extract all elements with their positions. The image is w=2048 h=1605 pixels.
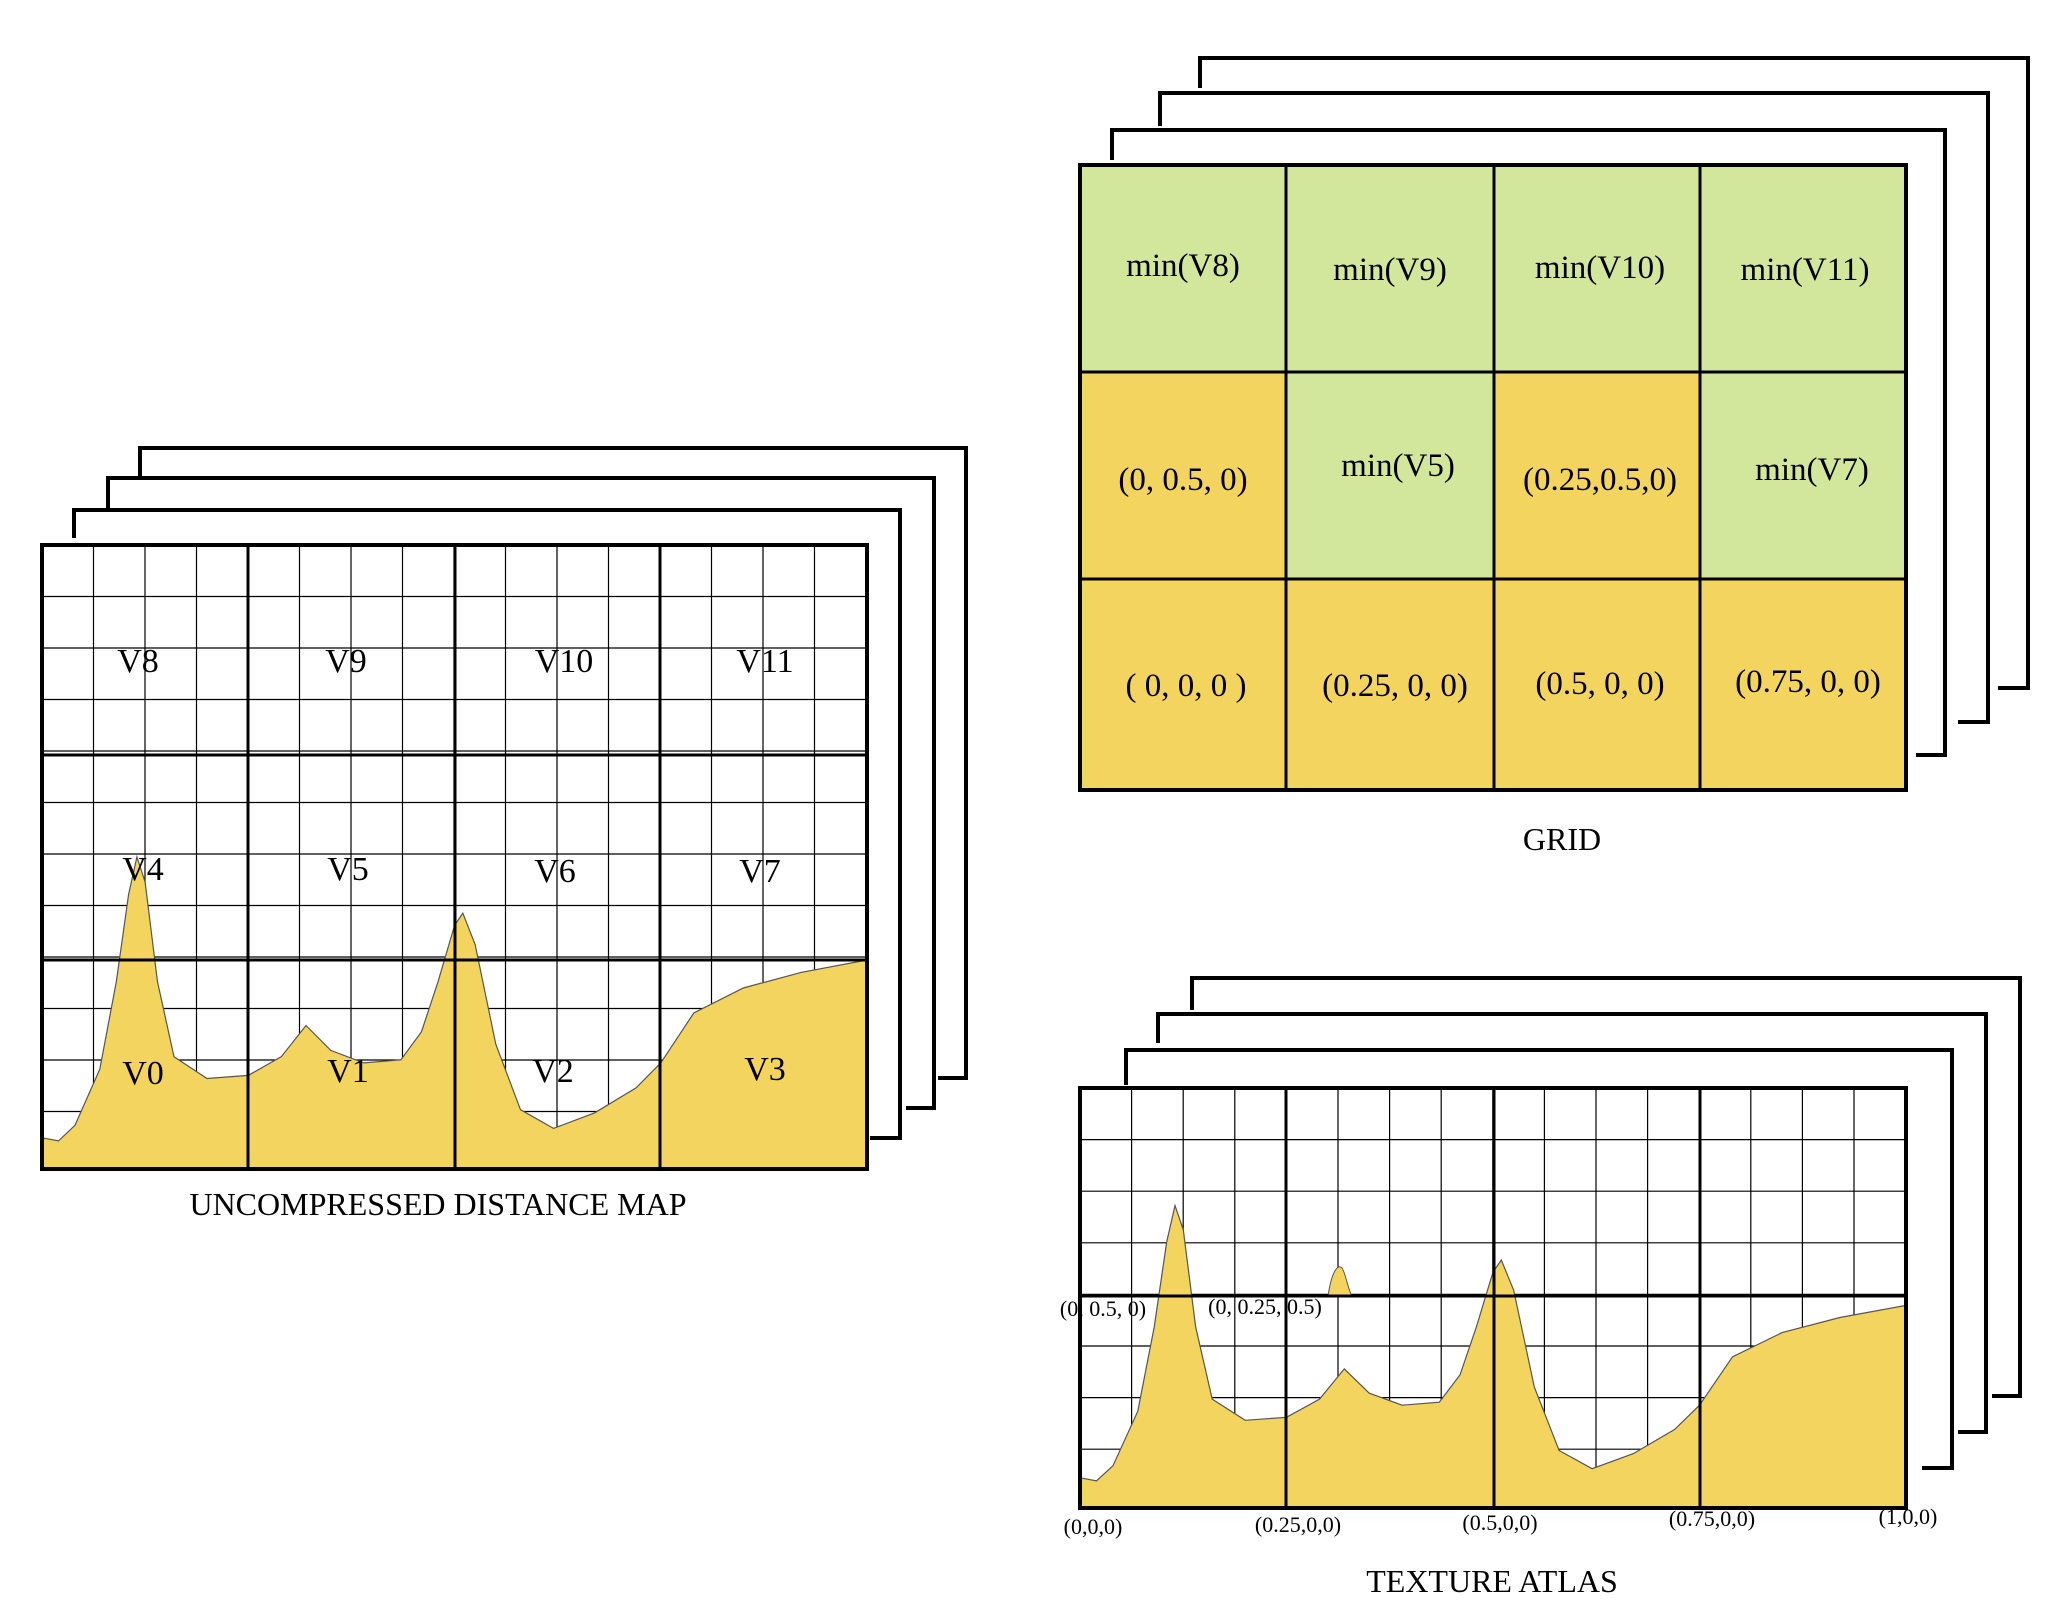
- grid-label-r2c2: (0.5, 0, 0): [1535, 666, 1664, 702]
- grid-layer-2: [1158, 91, 1990, 724]
- grid-label-r2c1: (0.25, 0, 0): [1322, 668, 1468, 704]
- distance-map-layer-2: [106, 476, 936, 1110]
- dm-label-v11: V11: [736, 643, 793, 680]
- dm-label-v6: V6: [534, 853, 576, 890]
- grid-cell-r0c2: [1492, 163, 1702, 374]
- distance-map-caption: UNCOMPRESSED DISTANCE MAP: [189, 1186, 686, 1222]
- dm-label-v2: V2: [532, 1053, 574, 1090]
- atlas-layer-2: [1156, 1012, 1988, 1434]
- grid-label-r1c1: min(V5): [1341, 448, 1455, 484]
- dm-label-v5: V5: [327, 851, 369, 888]
- atlas-frame: [1078, 1086, 1908, 1510]
- dm-label-v3: V3: [744, 1051, 786, 1088]
- grid-back-layers: [1110, 56, 2030, 757]
- distance-map-layer-1: [72, 508, 902, 1140]
- grid-caption: GRID: [1523, 821, 1601, 857]
- grid-cell-labels: min(V8) min(V9) min(V10) min(V11) (0, 0.…: [1118, 248, 1880, 704]
- atlas-cell-dividers: [1080, 1088, 1906, 1508]
- atlas-label-mid-0: (0, 0.5, 0): [1060, 1296, 1146, 1321]
- grid-cell-r1c3: [1698, 370, 1908, 581]
- dm-label-v10: V10: [535, 643, 594, 680]
- distance-map-cell-labels: V8 V9 V10 V11 V4 V5 V6 V7 V0 V1 V2 V3: [117, 643, 793, 1092]
- atlas-label-bottom-2: (0.5,0,0): [1462, 1510, 1537, 1535]
- atlas-layer-1: [1124, 1048, 1954, 1470]
- grid-cell-r0c1: [1284, 163, 1496, 374]
- grid-panel: min(V8) min(V9) min(V10) min(V11) (0, 0.…: [1078, 56, 2030, 857]
- atlas-small-peak: [1327, 1266, 1353, 1297]
- dm-label-v8: V8: [117, 643, 159, 680]
- grid-label-r1c3: min(V7): [1755, 452, 1869, 488]
- atlas-label-bottom-4: (1,0,0): [1879, 1504, 1938, 1529]
- grid-frame: [1078, 163, 1908, 792]
- dm-label-v9: V9: [325, 643, 367, 680]
- grid-label-r0c0: min(V8): [1126, 248, 1240, 284]
- grid-label-r1c2: (0.25,0.5,0): [1523, 462, 1677, 498]
- grid-label-r2c3: (0.75, 0, 0): [1735, 664, 1881, 700]
- distance-map-frame: [40, 543, 869, 1171]
- grid-label-r0c3: min(V11): [1741, 252, 1870, 288]
- grid-label-r2c0: ( 0, 0, 0 ): [1126, 668, 1247, 704]
- atlas-label-bottom-1: (0.25,0,0): [1255, 1512, 1341, 1537]
- grid-label-r0c2: min(V10): [1535, 250, 1665, 286]
- distance-map-back-layers: [72, 446, 968, 1140]
- texture-atlas: (0, 0.5, 0) (0, 0.25, 0.5) (0,0,0) (0.25…: [1060, 976, 2022, 1599]
- grid-layer-3: [1198, 56, 2030, 690]
- dm-label-v0: V0: [122, 1055, 164, 1092]
- grid-label-r1c0: (0, 0.5, 0): [1118, 462, 1247, 498]
- atlas-mid-labels: (0, 0.5, 0) (0, 0.25, 0.5): [1060, 1294, 1322, 1321]
- grid-layer-1: [1110, 128, 1947, 757]
- atlas-caption: TEXTURE ATLAS: [1366, 1563, 1618, 1599]
- dm-label-v4: V4: [122, 851, 164, 888]
- dm-label-v1: V1: [327, 1053, 369, 1090]
- atlas-label-bottom-0: (0,0,0): [1064, 1514, 1123, 1539]
- grid-cell-r1c1: [1284, 370, 1496, 581]
- grid-cell-r1c0: [1078, 370, 1288, 581]
- grid-cell-r1c2: [1492, 370, 1702, 581]
- atlas-label-bottom-3: (0.75,0,0): [1669, 1506, 1755, 1531]
- distance-map: V8 V9 V10 V11 V4 V5 V6 V7 V0 V1 V2 V3 UN…: [40, 446, 968, 1222]
- dm-label-v7: V7: [739, 853, 781, 890]
- atlas-back-layers: [1124, 976, 2022, 1470]
- distance-map-layer-3: [138, 446, 968, 1080]
- atlas-label-mid-1: (0, 0.25, 0.5): [1208, 1294, 1322, 1319]
- grid-cell-r0c3: [1698, 163, 1908, 374]
- grid-cell-r2c2: [1492, 577, 1702, 792]
- atlas-bottom-labels: (0,0,0) (0.25,0,0) (0.5,0,0) (0.75,0,0) …: [1064, 1504, 1938, 1539]
- grid-label-r0c1: min(V9): [1333, 252, 1447, 288]
- distance-map-cell-dividers: [42, 545, 867, 1169]
- atlas-layer-3: [1190, 976, 2022, 1398]
